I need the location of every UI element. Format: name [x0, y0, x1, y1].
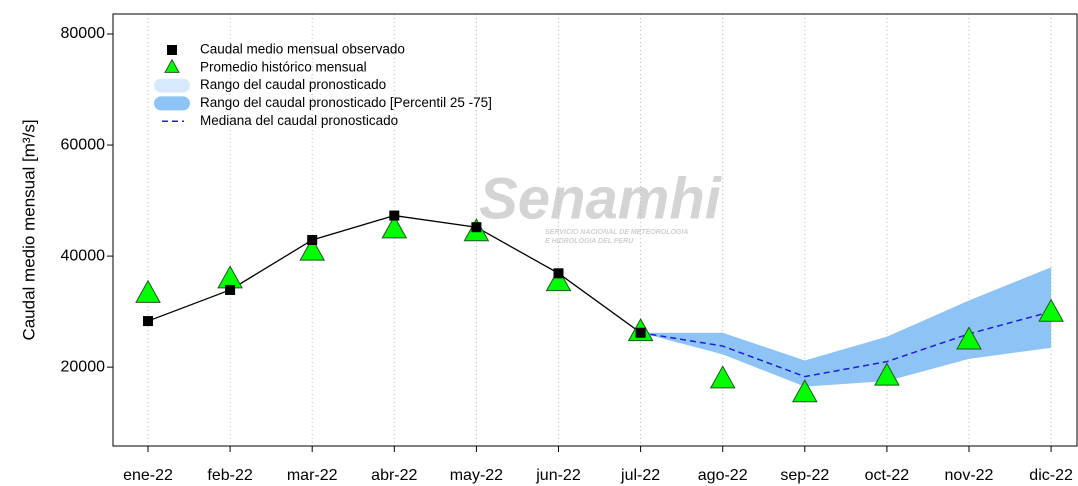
historic-marker [217, 265, 243, 289]
legend-label: Mediana del caudal pronosticado [200, 113, 398, 128]
observed-marker [143, 316, 153, 327]
historic-marker [135, 279, 161, 303]
observed-marker [225, 284, 236, 295]
x-tick-label: abr-22 [371, 467, 417, 484]
observed-marker [307, 234, 318, 245]
x-tick-label: may-22 [450, 467, 503, 484]
historic-marker [299, 237, 326, 261]
x-tick-label: ago-22 [698, 467, 748, 484]
watermark: Senamhi [479, 166, 723, 231]
x-tick-label: feb-22 [207, 467, 252, 484]
x-tick-label: nov-22 [945, 467, 994, 484]
x-tick-label: mar-22 [287, 467, 338, 484]
y-tick-label: 40000 [61, 247, 106, 264]
legend-marker [154, 78, 190, 93]
observed-marker [471, 222, 482, 233]
legend-label: Rango del caudal pronosticado [200, 77, 386, 92]
historic-marker [1038, 298, 1064, 322]
observed-marker [389, 210, 400, 221]
x-tick-label: jul-22 [620, 467, 660, 484]
median-line [640, 310, 1052, 378]
watermark-line: SERVICIO NACIONAL DE METEOROLOGIA [545, 229, 688, 236]
observed-marker [635, 327, 646, 338]
x-tick-label: ene-22 [123, 467, 173, 484]
legend-marker [154, 96, 190, 111]
watermark-line: E HIDROLOGIA DEL PERU [545, 238, 634, 245]
historic-marker [791, 379, 818, 403]
historic-marker [956, 326, 982, 350]
y-axis-label: Caudal medio mensual [m³/s] [19, 119, 38, 340]
legend-marker [164, 58, 180, 73]
y-tick-label: 60000 [61, 136, 106, 153]
historic-marker [709, 365, 736, 389]
legend-label: Promedio histórico mensual [200, 59, 367, 74]
x-tick-label: sep-22 [780, 467, 829, 484]
x-tick-label: oct-22 [865, 467, 910, 484]
x-tick-label: dic-22 [1029, 467, 1073, 484]
historic-marker [381, 215, 408, 239]
plot-frame [112, 13, 1078, 447]
legend-label: Caudal medio mensual observado [200, 42, 405, 57]
legend-label: Rango del caudal pronosticado [Percentil… [200, 95, 492, 110]
y-tick-label: 80000 [61, 25, 106, 42]
observed-marker [553, 268, 564, 279]
legend-marker [167, 45, 177, 55]
historic-marker [545, 268, 572, 292]
y-tick-label: 20000 [61, 358, 106, 375]
historic-marker [874, 362, 900, 386]
forecast-band [640, 267, 1052, 387]
x-tick-label: jun-22 [535, 467, 581, 484]
